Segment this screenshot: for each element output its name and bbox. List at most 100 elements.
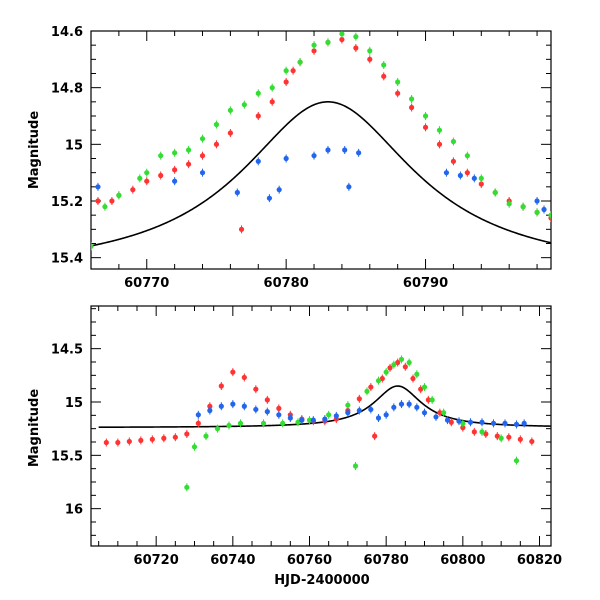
top-blue-point [541, 206, 547, 213]
bottom-blue-point [467, 419, 474, 425]
top-green-point [339, 31, 345, 37]
bottom-y-tick-label: 16 [65, 503, 83, 518]
top-green-point [520, 204, 526, 210]
top-green-point [241, 102, 247, 108]
bottom-blue-point [333, 413, 339, 419]
top-red-point [311, 48, 317, 54]
bottom-red-point [126, 438, 132, 445]
bottom-blue-point [521, 420, 527, 426]
bottom-blue-point [383, 412, 389, 418]
bottom-red-point [230, 369, 236, 375]
top-blue-point [283, 155, 289, 162]
top-green-point [172, 150, 178, 156]
bottom-green-point [398, 356, 405, 362]
bottom-green-point [479, 429, 485, 435]
top-red-point [450, 158, 457, 164]
top-red-point [158, 172, 164, 179]
top-red-point [395, 90, 401, 96]
bottom-x-tick-label: 60780 [364, 553, 409, 568]
bottom-blue-point [398, 401, 405, 407]
top-green-point [409, 96, 415, 102]
bottom-plot-area [98, 355, 551, 492]
bottom-blue-point [433, 414, 439, 420]
bottom-red-point [379, 375, 385, 382]
bottom-green-point [226, 422, 232, 429]
bottom-y-tick-label: 15.5 [51, 449, 83, 464]
bottom-red-point [195, 420, 201, 426]
bottom-blue-point [345, 410, 351, 416]
bottom-x-tick-label: 60760 [287, 553, 332, 568]
bottom-red-point [103, 439, 109, 446]
bottom-blue-point [375, 415, 382, 421]
top-model-curve [91, 101, 551, 247]
top-red-point [213, 141, 220, 147]
top-blue-point [342, 147, 348, 153]
bottom-green-point [391, 362, 397, 368]
top-green-point [185, 147, 192, 153]
top-red-point [478, 181, 484, 187]
bottom-red-point [460, 425, 466, 431]
top-red-point [290, 68, 296, 74]
bottom-green-point [429, 397, 435, 403]
top-green-point [534, 209, 540, 215]
bottom-blue-point [490, 420, 497, 426]
bottom-green-point [260, 420, 267, 426]
bottom-red-point [264, 397, 270, 403]
bottom-blue-point [310, 417, 316, 423]
top-green-point [395, 79, 401, 85]
bottom-blue-point [195, 412, 201, 418]
bottom-blue-point [299, 417, 305, 423]
top-blue-point [471, 175, 477, 181]
bottom-x-tick-label: 60820 [517, 553, 562, 568]
top-green-point [436, 127, 443, 133]
top-red-point [339, 36, 345, 43]
top-green-point [450, 138, 457, 145]
bottom-red-point [184, 431, 190, 437]
bottom-green-point [375, 378, 382, 384]
bottom-red-point [149, 436, 155, 442]
top-red-point [95, 198, 101, 204]
top-green-point [478, 175, 484, 181]
top-green-point [325, 39, 331, 45]
top-green-point [353, 34, 359, 40]
bottom-red-point [253, 386, 259, 392]
top-red-point [422, 124, 429, 130]
bottom-blue-point [322, 416, 328, 422]
top-green-point [269, 85, 275, 91]
top-red-point [409, 104, 415, 111]
bottom-red-point [115, 439, 121, 446]
top-green-point [213, 121, 220, 128]
bottom-red-point [356, 396, 362, 402]
top-green-point [311, 42, 317, 48]
bottom-y-tick-label: 14.5 [51, 343, 83, 358]
top-red-point [464, 170, 470, 176]
bottom-green-point [326, 412, 332, 418]
bottom-red-point [517, 436, 523, 442]
bottom-red-point [372, 433, 378, 439]
bottom-green-point [421, 384, 428, 390]
top-green-point [506, 201, 512, 207]
bottom-green-point [237, 420, 244, 426]
bottom-green-point [295, 419, 301, 425]
bottom-red-point [471, 429, 477, 435]
top-red-point [199, 153, 206, 159]
bottom-blue-point [456, 418, 462, 424]
top-green-point [158, 153, 164, 159]
bottom-x-axis-label: HJD-2400000 [274, 573, 369, 588]
bottom-red-point [448, 419, 454, 425]
bottom-green-point [203, 433, 209, 439]
bottom-blue-point [479, 419, 485, 425]
bottom-y-axis-label: Magnitude [27, 389, 42, 468]
bottom-red-point [241, 374, 247, 381]
bottom-red-point [207, 403, 213, 409]
bottom-red-point [161, 435, 167, 441]
bottom-red-point [368, 384, 374, 390]
bottom-blue-point [513, 421, 520, 427]
top-y-tick-label: 14.8 [51, 82, 83, 97]
top-blue-point [346, 184, 352, 190]
bottom-red-point [494, 433, 500, 439]
bottom-red-point [395, 359, 401, 366]
bottom-red-point [437, 410, 443, 416]
bottom-panel-light-curve-full: Magnitude HJD-2400000 60720 60740 60760 607… [27, 305, 562, 588]
